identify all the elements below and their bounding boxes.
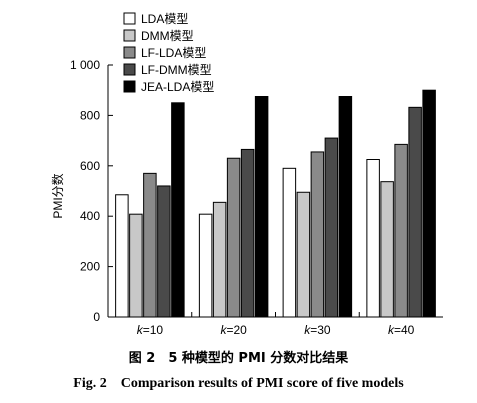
x-tick-label: k=30 [304,323,331,337]
bar [422,89,436,318]
legend-swatch [123,63,136,76]
axes: 0 200 400 600 800 1 000 k=10 k=20 k=30 k=40 [70,58,443,337]
legend-swatch [123,29,136,42]
y-tick-label: 0 [93,310,100,324]
x-tick-label: k=20 [220,323,247,337]
bar [240,148,255,318]
y-tick-label: 600 [80,159,100,173]
pmi-bar-chart: 0 200 400 600 800 1 000 k=10 k=20 k=30 k=40 LDA模型… [50,12,443,337]
bar [129,213,143,318]
legend-label: JEA-LDA模型 [141,80,214,94]
bar [282,167,297,318]
bar [143,172,157,318]
bar [394,143,408,318]
bars [115,89,436,318]
y-tick-label: 800 [80,108,100,122]
y-tick-label: 400 [80,209,100,223]
bar [226,157,241,318]
y-tick-label: 1 000 [70,58,100,72]
legend-label: LDA模型 [141,12,188,26]
bar [408,106,422,318]
y-axis-label: PMI分数 [50,173,65,218]
bar [157,185,171,318]
legend-label: LF-DMM模型 [141,63,212,77]
bar [171,102,185,318]
figure-caption-chinese: 图 2 5 种模型的 PMI 分数对比结果 [128,351,349,366]
bar [198,213,213,318]
bar [380,181,394,318]
legend-label: DMM模型 [141,29,194,43]
x-tick-label: k=10 [137,323,164,337]
y-tick-label: 200 [80,260,100,274]
legend-swatch [123,46,136,59]
bar [296,191,311,318]
bar [310,151,325,318]
legend-swatch [123,80,136,93]
bar [324,137,339,318]
bar [338,96,353,318]
figure-caption-english: Fig. 2 Comparison results of PMI score o… [73,376,404,391]
legend: LDA模型 DMM模型 LF-LDA模型 LF-DMM模型 JEA-LDA模型 [123,12,214,94]
x-tick-label: k=40 [388,323,415,337]
legend-swatch [123,12,136,25]
bar [366,159,380,318]
legend-label: LF-LDA模型 [141,46,206,60]
bar [115,194,129,318]
bar [254,96,269,318]
bar [212,201,227,318]
